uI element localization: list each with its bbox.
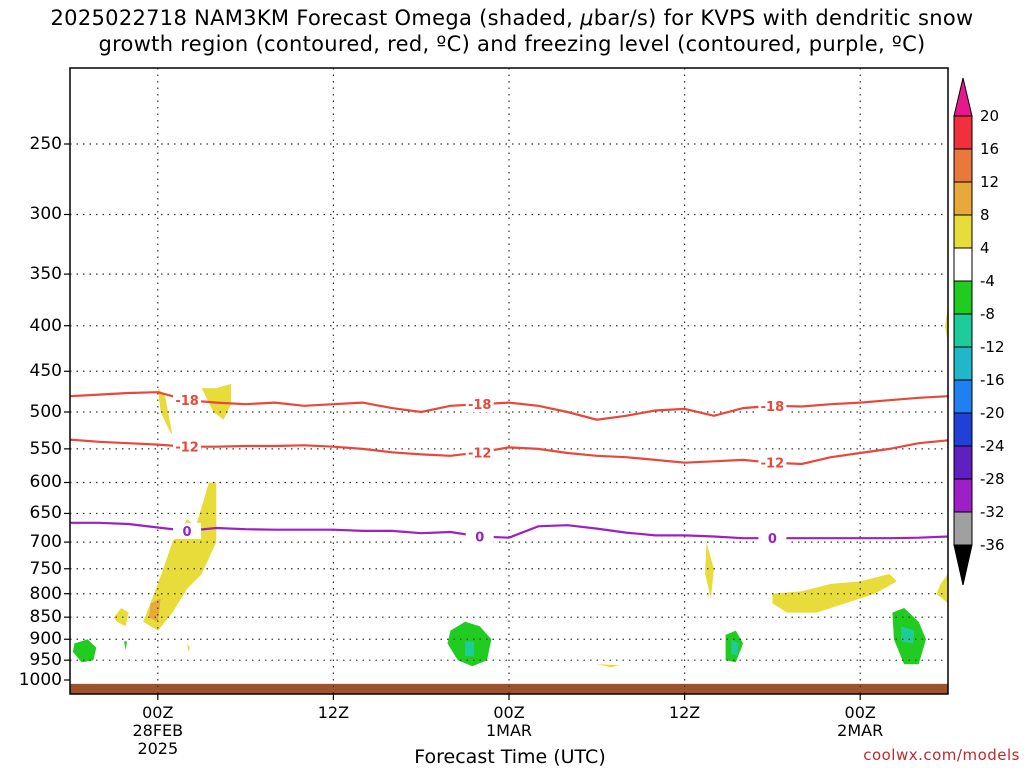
x-tick-label-0: 00Z 28FEB 2025 (132, 703, 184, 758)
contour-label--18: -18 (468, 398, 492, 413)
colorbar-swatch-2 (953, 148, 973, 183)
colorbar-label-9: -20 (980, 404, 1005, 422)
colorbar-swatch-7 (953, 313, 973, 348)
contour-line--12 (69, 438, 949, 466)
chart-title-line1: 2025022718 NAM3KM Forecast Omega (shaded… (50, 6, 974, 30)
y-tick-label-450: 450 (29, 361, 62, 382)
colorbar-swatch-13 (953, 511, 973, 546)
y-tick-label-300: 300 (29, 204, 62, 225)
contour-label--12: -12 (468, 446, 492, 461)
x-tick-label-3: 12Z (668, 703, 701, 722)
colorbar-label-1: 16 (980, 140, 1000, 158)
omega-shade-4to8-9 (596, 664, 619, 668)
contour-label-bg (173, 392, 202, 409)
omega-shade-4to8-3 (157, 388, 173, 435)
y-tick-label-900: 900 (29, 629, 62, 650)
omega-shade-8to12-0 (149, 598, 161, 622)
colorbar-top-arrow (953, 77, 973, 117)
contour-label-bg (465, 528, 494, 545)
y-tick-label-700: 700 (29, 532, 62, 553)
omega-shade--8to-4-0 (72, 639, 97, 663)
y-tick-label-650: 650 (29, 503, 62, 524)
omega-shade--8to-4-4 (124, 641, 128, 650)
omega-shade-4to8-10 (187, 643, 190, 652)
colorbar-label-5: -4 (980, 272, 995, 290)
y-tick-label-350: 350 (29, 264, 62, 285)
contour-label-bg (758, 454, 787, 471)
terrain-strip (70, 683, 948, 694)
contour-label-0: 0 (475, 531, 484, 546)
colorbar-label-13: -36 (980, 536, 1005, 554)
contour-line-0 (70, 521, 949, 540)
contour-label-0: 0 (183, 525, 192, 540)
y-tick-label-250: 250 (29, 134, 62, 154)
colorbar-label-7: -12 (980, 338, 1005, 356)
contour-label-bg (173, 522, 202, 539)
colorbar-swatch-4 (953, 214, 973, 249)
contour-label-bg (465, 396, 494, 413)
x-axis-title: Forecast Time (UTC) (414, 746, 606, 768)
omega-shade--12to-8-2 (901, 626, 915, 644)
colorbar-swatch-1 (953, 115, 973, 150)
contour-label--18: -18 (175, 394, 199, 409)
colorbar-swatch-3 (953, 181, 973, 216)
x-tick-label-4: 00Z 2MAR (837, 703, 884, 740)
omega-shade-4to8-5 (705, 542, 714, 599)
omega-shade--12to-8-0 (465, 641, 474, 657)
colorbar-label-8: -16 (980, 371, 1005, 389)
colorbar-bottom-arrow (953, 544, 973, 586)
contour-label-bg (465, 444, 494, 461)
y-tick-label-500: 500 (29, 402, 62, 422)
y-tick-label-950: 950 (29, 650, 62, 671)
omega-shade-4to8-6 (772, 573, 897, 613)
y-tick-label-550: 550 (29, 438, 62, 459)
contour-label--12: -12 (761, 457, 785, 472)
colorbar-label-2: 12 (980, 173, 1000, 191)
colorbar-label-0: 20 (980, 107, 1000, 125)
omega-shade-4to8-7 (936, 573, 948, 604)
colorbar-label-12: -32 (980, 503, 1005, 521)
x-tick-label-2: 00Z 1MAR (485, 703, 533, 740)
omega-shade-4to8-0 (113, 608, 129, 627)
colorbar-swatch-10 (953, 412, 973, 447)
contour-label--18: -18 (761, 400, 785, 415)
contour-label-bg (758, 397, 787, 414)
colorbar-label-10: -24 (980, 437, 1005, 455)
colorbar-swatch-12 (953, 478, 973, 513)
y-tick-label-850: 850 (29, 607, 62, 628)
colorbar-swatch-11 (953, 445, 973, 480)
colorbar-swatch-5 (953, 247, 973, 282)
colorbar-label-3: 8 (980, 206, 990, 224)
y-tick-label-750: 750 (29, 558, 62, 579)
chart-title-line2: growth region (contoured, red, ºC) and f… (98, 32, 926, 56)
colorbar-label-4: 4 (980, 239, 990, 257)
colorbar-swatch-6 (953, 280, 973, 315)
contour-label-0: 0 (768, 532, 777, 547)
omega-shade--12to-8-1 (731, 639, 739, 657)
y-tick-label-400: 400 (29, 315, 62, 336)
contour-label-bg (758, 530, 787, 547)
colorbar-label-11: -28 (980, 470, 1005, 488)
contour-label-bg (173, 438, 202, 455)
contour-label--12: -12 (175, 441, 199, 456)
colorbar-label-6: -8 (980, 305, 995, 323)
colorbar-swatch-9 (953, 379, 973, 414)
source-credit[interactable]: coolwx.com/models (863, 746, 1020, 764)
y-tick-label-800: 800 (29, 583, 62, 604)
y-tick-label-1000: 1000 (18, 670, 62, 690)
y-tick-label-600: 600 (29, 472, 62, 493)
contour-line--18 (69, 391, 949, 421)
x-tick-label-1: 12Z (317, 703, 350, 722)
colorbar-swatch-8 (953, 346, 973, 381)
